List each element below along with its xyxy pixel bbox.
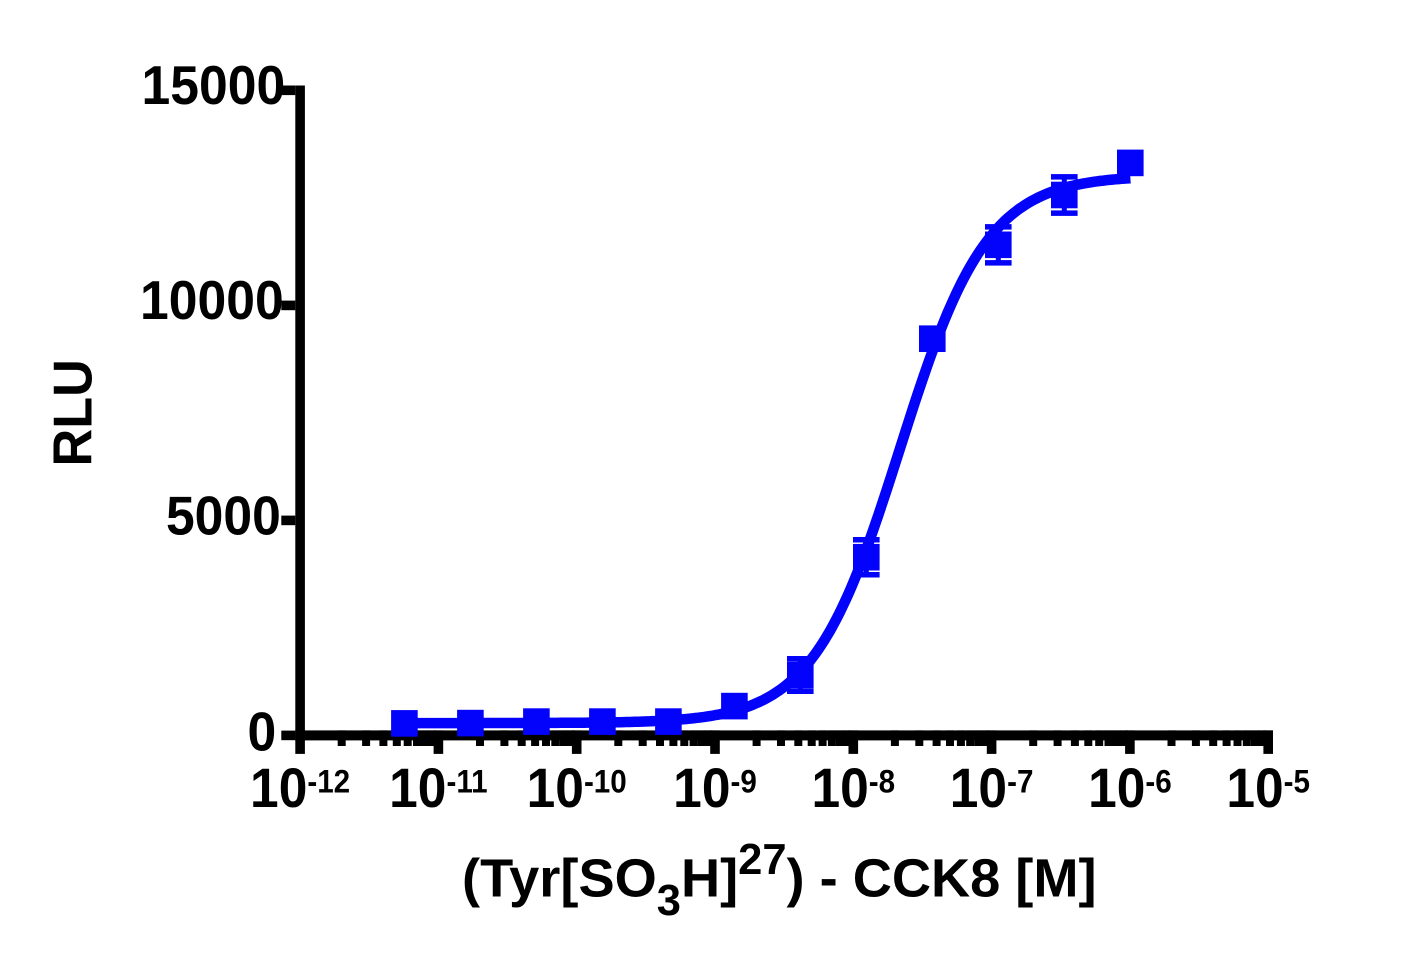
svg-text:10-9: 10-9 [673, 757, 757, 819]
svg-text:10-11: 10-11 [389, 757, 487, 819]
svg-text:0: 0 [247, 702, 276, 762]
svg-text:5000: 5000 [166, 486, 281, 546]
svg-text:10000: 10000 [140, 271, 284, 331]
svg-text:15000: 15000 [142, 56, 286, 116]
svg-text:RLU: RLU [42, 359, 104, 466]
